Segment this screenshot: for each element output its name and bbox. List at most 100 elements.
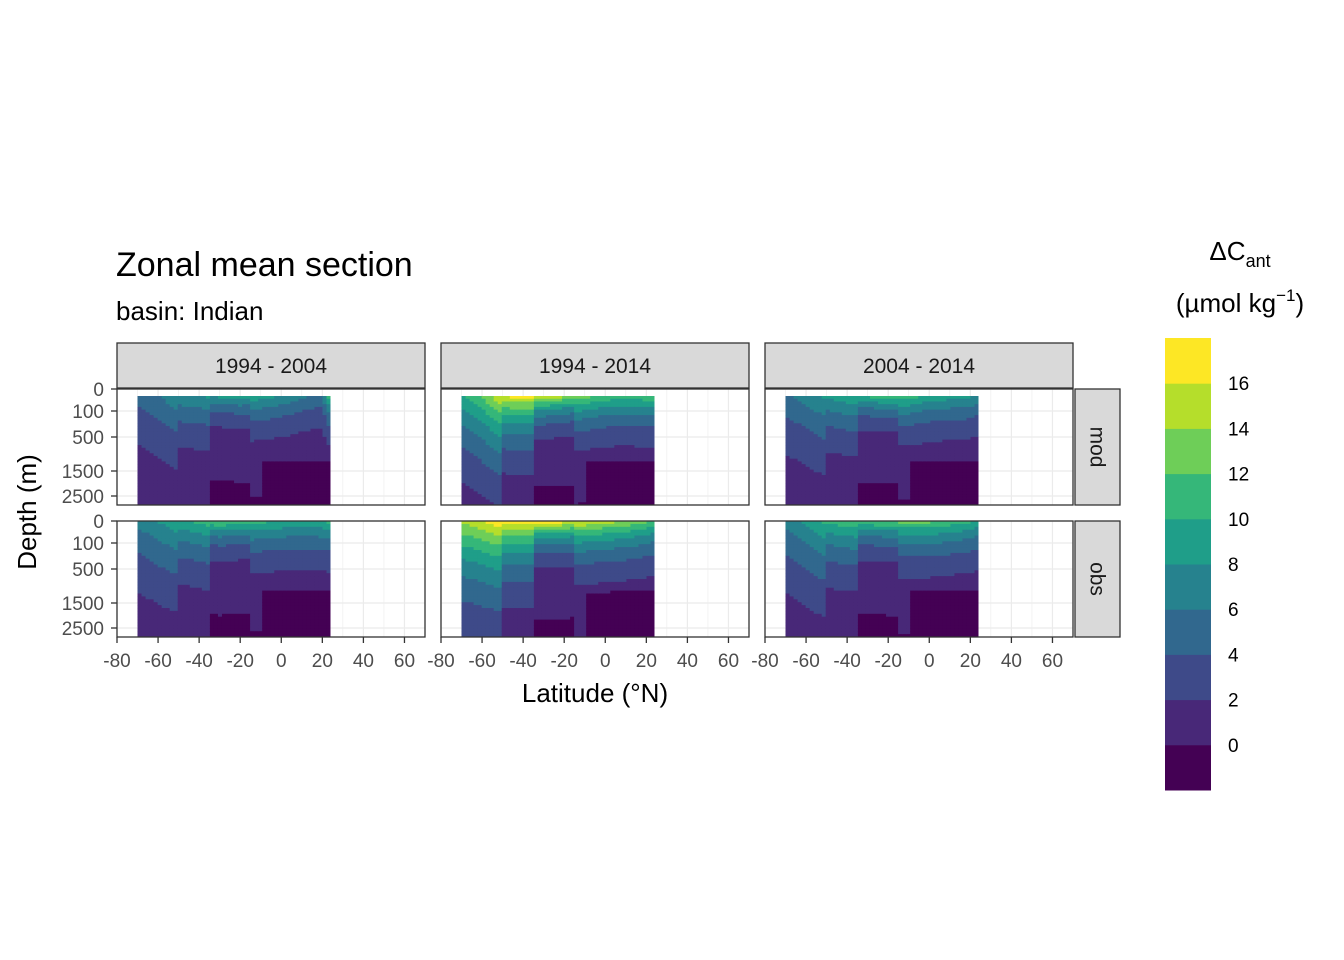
field-cell — [797, 436, 803, 441]
field-cell — [149, 439, 155, 443]
field-cell — [525, 434, 531, 438]
field-cell — [513, 417, 519, 422]
field-cell — [314, 396, 320, 400]
field-cell — [318, 496, 324, 501]
field-cell — [465, 396, 471, 400]
field-cell — [634, 488, 640, 492]
field-cell — [318, 491, 324, 495]
field-cell — [554, 485, 559, 490]
field-cell — [258, 475, 263, 479]
field-cell — [177, 445, 183, 449]
field-cell — [230, 423, 235, 427]
field-cell — [270, 469, 275, 473]
field-cell — [238, 428, 243, 433]
field-cell — [209, 428, 215, 433]
field-cell — [282, 415, 287, 419]
field-cell — [578, 483, 583, 487]
field-cell — [513, 406, 519, 411]
field-cell — [169, 423, 175, 427]
field-cell — [322, 423, 328, 427]
field-cell — [537, 485, 543, 490]
field-cell — [521, 453, 527, 457]
field-cell — [226, 475, 231, 479]
field-cell — [849, 398, 855, 403]
field-cell — [290, 428, 295, 433]
field-cell — [582, 434, 587, 438]
field-cell — [161, 496, 167, 501]
field-cell — [642, 480, 648, 484]
field-cell — [505, 455, 511, 460]
field-cell — [626, 434, 632, 438]
field-cell — [254, 415, 259, 419]
field-cell — [521, 423, 527, 427]
field-cell — [310, 409, 316, 413]
field-cell — [153, 450, 159, 454]
field-cell — [541, 417, 547, 422]
field-cell — [465, 415, 471, 419]
field-cell — [809, 404, 815, 408]
field-cell — [545, 461, 551, 465]
field-cell — [801, 499, 807, 503]
field-cell — [545, 436, 551, 441]
field-cell — [541, 442, 547, 446]
field-cell — [789, 464, 795, 468]
field-cell — [825, 455, 831, 460]
field-cell — [282, 412, 287, 416]
field-cell — [809, 472, 815, 476]
field-cell — [833, 425, 839, 430]
field-cell — [217, 415, 223, 419]
field-cell — [513, 412, 519, 416]
field-cell — [813, 453, 819, 457]
field-cell — [213, 431, 219, 435]
field-cell — [181, 406, 187, 411]
field-cell — [274, 480, 279, 484]
field-cell — [290, 434, 295, 438]
field-cell — [234, 417, 239, 422]
field-cell — [586, 406, 591, 411]
field-cell — [465, 477, 471, 482]
field-cell — [274, 483, 279, 487]
field-cell — [197, 472, 203, 476]
field-cell — [181, 461, 187, 465]
field-cell — [829, 499, 835, 503]
field-cell — [853, 412, 859, 416]
field-cell — [310, 398, 316, 403]
field-cell — [622, 499, 627, 503]
field-cell — [242, 436, 247, 441]
field-cell — [525, 409, 531, 413]
field-cell — [173, 406, 179, 411]
field-cell — [541, 499, 547, 503]
field-cell — [509, 483, 515, 487]
field-cell — [322, 425, 328, 430]
field-cell — [622, 455, 627, 460]
field-cell — [209, 434, 215, 438]
field-cell — [634, 480, 640, 484]
field-cell — [845, 450, 851, 454]
field-cell — [789, 431, 795, 435]
field-cell — [614, 406, 619, 411]
field-cell — [869, 477, 875, 482]
field-cell — [509, 491, 515, 495]
field-cell — [634, 404, 640, 408]
panel-field — [461, 396, 655, 505]
field-cell — [890, 483, 895, 487]
field-cell — [477, 502, 483, 505]
field-cell — [270, 502, 275, 505]
field-cell — [825, 434, 831, 438]
field-cell — [882, 428, 887, 433]
field-cell — [533, 485, 539, 490]
field-cell — [646, 428, 652, 433]
field-cell — [833, 436, 839, 441]
field-cell — [165, 488, 171, 492]
field-cell — [481, 445, 487, 449]
field-cell — [642, 496, 648, 501]
field-cell — [805, 431, 811, 435]
field-cell — [282, 499, 287, 503]
field-cell — [193, 409, 199, 413]
field-cell — [537, 396, 543, 400]
field-cell — [646, 502, 652, 505]
field-cell — [598, 401, 603, 405]
field-cell — [874, 420, 879, 424]
field-cell — [234, 445, 239, 449]
field-cell — [558, 475, 563, 479]
